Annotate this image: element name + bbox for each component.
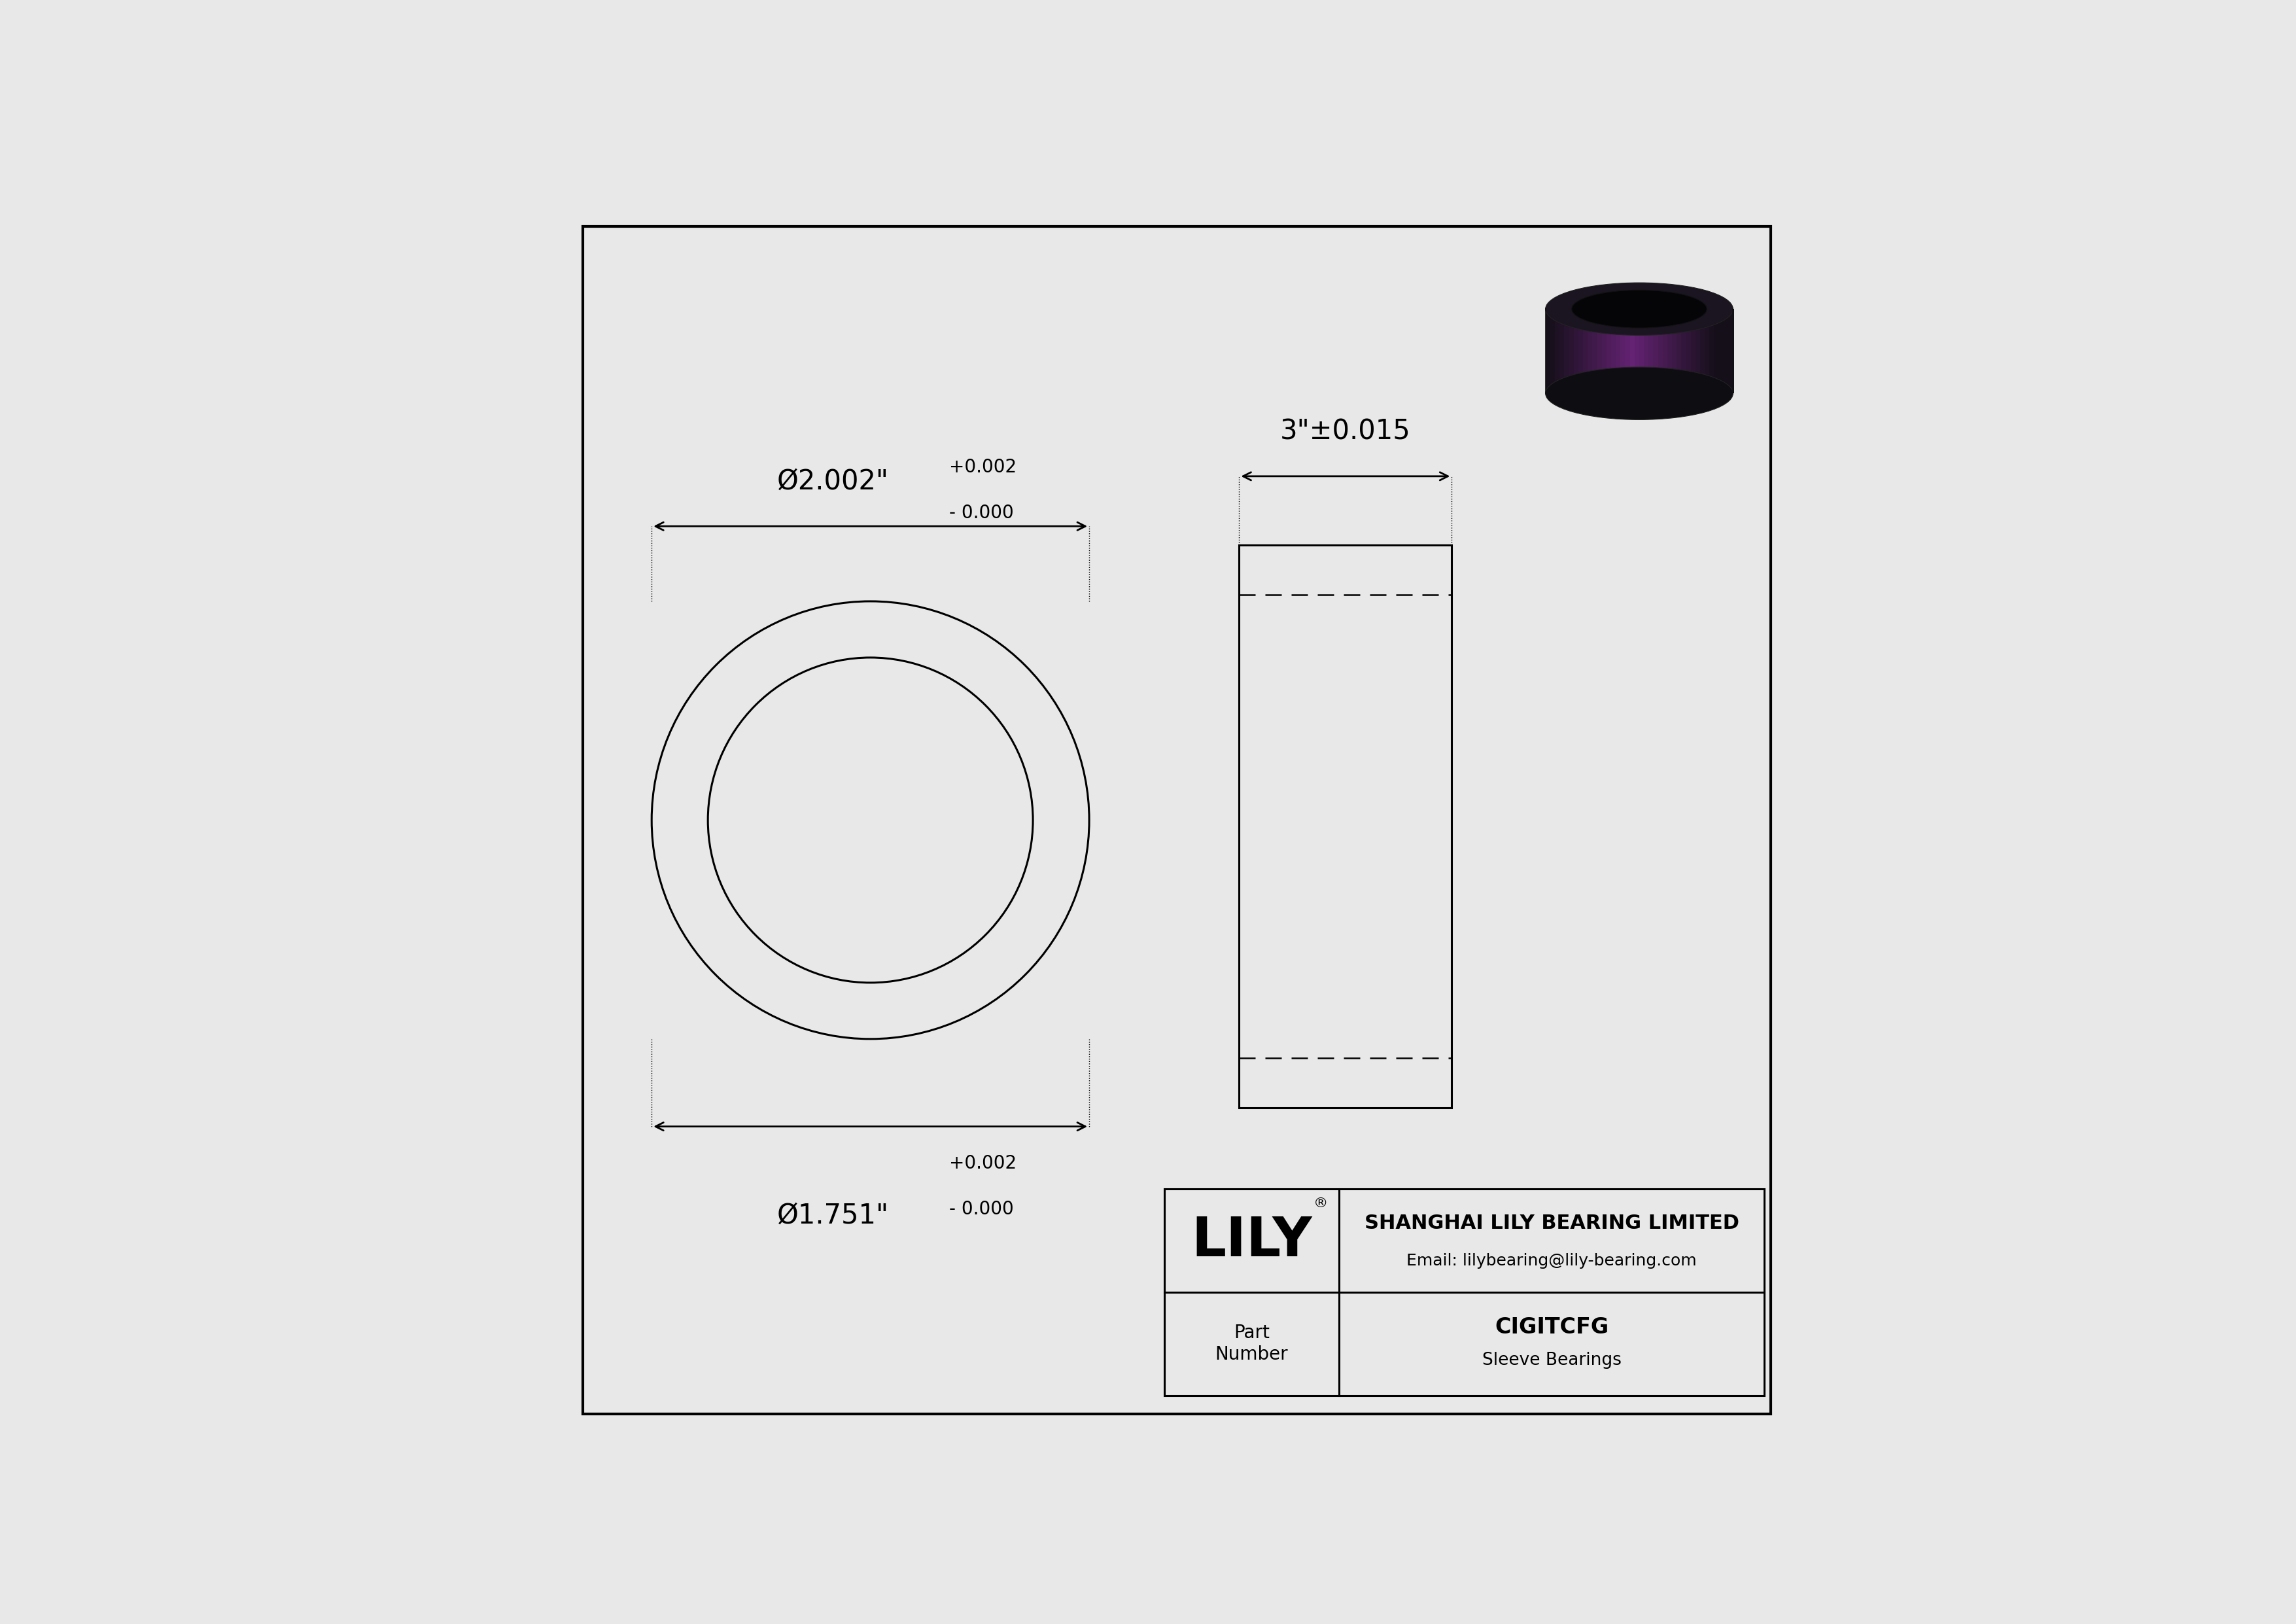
Bar (1662, 309, 1669, 393)
Text: +0.002: +0.002 (948, 458, 1017, 476)
Bar (1644, 309, 1651, 393)
Bar (1635, 309, 1642, 393)
Bar (1676, 309, 1683, 393)
Text: Ø2.002": Ø2.002" (776, 468, 889, 495)
Bar (1729, 309, 1733, 393)
Text: Sleeve Bearings: Sleeve Bearings (1483, 1351, 1621, 1369)
Bar (1616, 309, 1621, 393)
Bar (1554, 309, 1561, 393)
Bar (1568, 309, 1575, 393)
Text: SHANGHAI LILY BEARING LIMITED: SHANGHAI LILY BEARING LIMITED (1364, 1213, 1738, 1233)
Bar (1653, 309, 1660, 393)
Ellipse shape (1573, 291, 1706, 328)
Text: - 0.000: - 0.000 (948, 1200, 1015, 1218)
Bar (1626, 309, 1630, 393)
Ellipse shape (1545, 283, 1733, 335)
Bar (1607, 309, 1612, 393)
Bar (1694, 309, 1701, 393)
Bar (1685, 309, 1692, 393)
Bar (1681, 309, 1688, 393)
Text: Email: lilybearing@lily-bearing.com: Email: lilybearing@lily-bearing.com (1407, 1252, 1697, 1268)
Bar (1559, 309, 1566, 393)
Text: - 0.000: - 0.000 (948, 503, 1015, 521)
Bar (1724, 309, 1729, 393)
Text: Part
Number: Part Number (1215, 1324, 1288, 1364)
Bar (1621, 309, 1626, 393)
Bar (1612, 309, 1616, 393)
Bar (1658, 309, 1665, 393)
Text: LILY: LILY (1192, 1215, 1311, 1267)
Bar (1598, 309, 1603, 393)
Bar (1715, 309, 1720, 393)
Text: Ø1.751": Ø1.751" (776, 1202, 889, 1229)
Bar (1690, 309, 1697, 393)
Bar (1671, 309, 1678, 393)
Bar (1164, 1189, 1763, 1395)
Bar (1573, 309, 1580, 393)
Bar (1639, 309, 1646, 393)
Bar (1720, 309, 1724, 393)
Text: +0.002: +0.002 (948, 1155, 1017, 1173)
Bar (1711, 309, 1715, 393)
Bar (1701, 309, 1706, 393)
Text: ®: ® (1313, 1197, 1327, 1210)
Bar (1545, 309, 1552, 393)
Bar (1564, 309, 1570, 393)
Bar (1706, 309, 1711, 393)
Bar (1577, 309, 1584, 393)
Bar (1649, 309, 1655, 393)
Ellipse shape (1545, 367, 1733, 419)
Bar (1593, 309, 1598, 393)
Text: 3"±0.015: 3"±0.015 (1281, 417, 1410, 445)
Bar (1550, 309, 1557, 393)
Bar (1587, 309, 1593, 393)
Bar (1603, 309, 1607, 393)
Bar (1582, 309, 1589, 393)
Bar (1240, 546, 1451, 1108)
Bar (1667, 309, 1674, 393)
Text: CIGITCFG: CIGITCFG (1495, 1317, 1609, 1338)
Bar (1630, 309, 1635, 393)
